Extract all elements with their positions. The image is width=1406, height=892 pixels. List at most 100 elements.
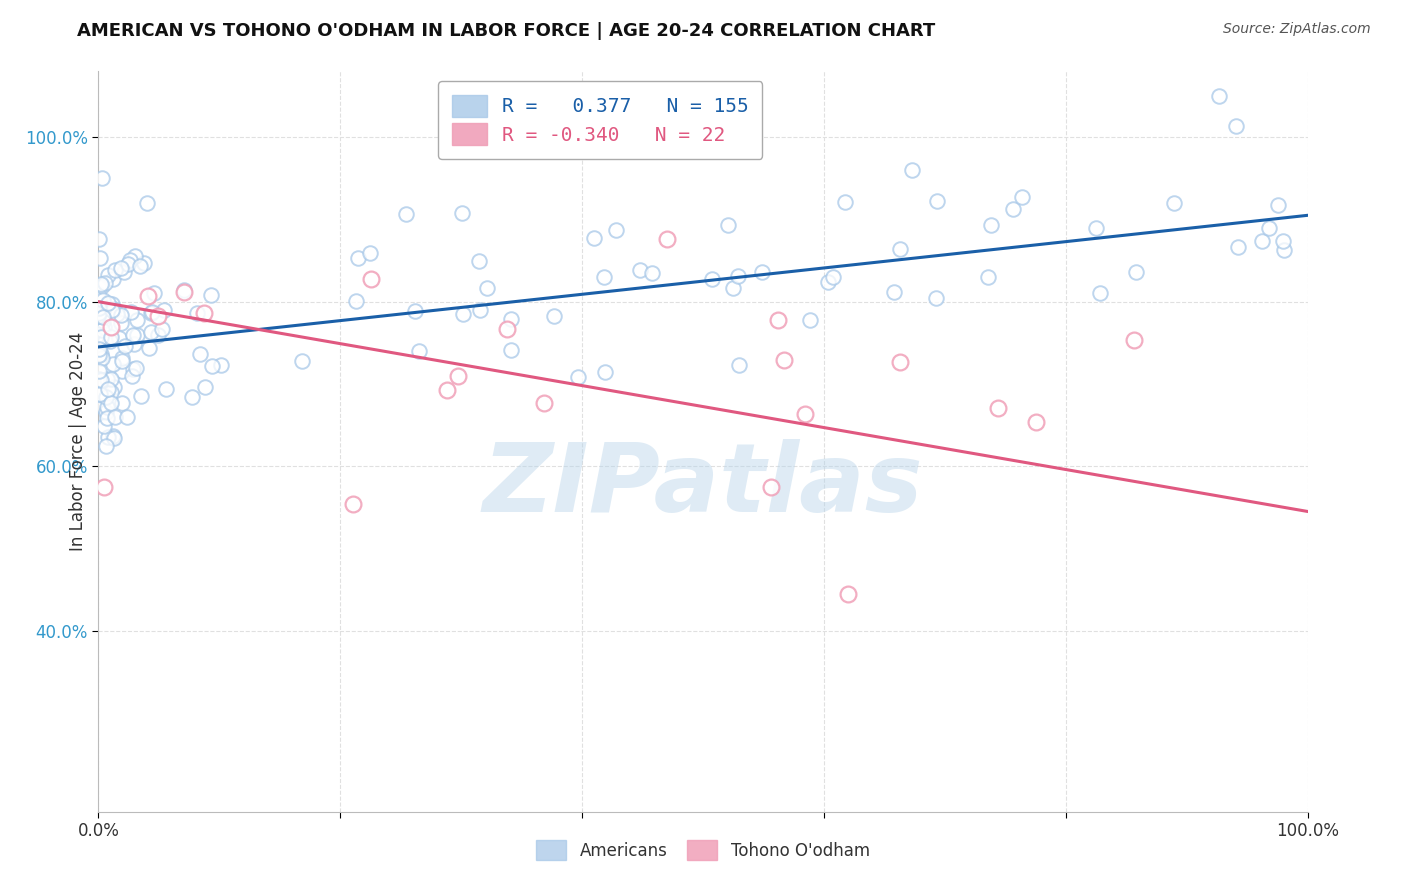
Point bbox=[533, 396, 555, 410]
Point bbox=[93, 320, 115, 334]
Point bbox=[94, 439, 117, 453]
Point bbox=[1001, 202, 1024, 216]
Point bbox=[100, 330, 122, 344]
Point bbox=[91, 293, 114, 307]
Point bbox=[291, 354, 314, 368]
Text: ZIPatlas: ZIPatlas bbox=[482, 440, 924, 533]
Point bbox=[468, 302, 491, 317]
Point bbox=[408, 344, 430, 359]
Y-axis label: In Labor Force | Age 20-24: In Labor Force | Age 20-24 bbox=[69, 332, 87, 551]
Point bbox=[91, 314, 114, 328]
Point bbox=[451, 307, 474, 321]
Point bbox=[150, 322, 173, 336]
Point bbox=[87, 305, 110, 319]
Point bbox=[146, 310, 169, 324]
Point bbox=[1090, 285, 1112, 300]
Point bbox=[101, 296, 124, 310]
Point bbox=[467, 253, 489, 268]
Point bbox=[101, 428, 124, 442]
Point bbox=[115, 410, 138, 425]
Point bbox=[1251, 234, 1274, 248]
Point bbox=[117, 257, 139, 271]
Point bbox=[186, 306, 208, 320]
Point bbox=[97, 268, 120, 282]
Point bbox=[501, 311, 523, 326]
Point bbox=[96, 401, 118, 415]
Point bbox=[1011, 190, 1033, 204]
Point bbox=[173, 285, 195, 299]
Point bbox=[360, 272, 382, 286]
Point bbox=[89, 388, 111, 402]
Point bbox=[657, 231, 679, 245]
Point bbox=[111, 351, 134, 365]
Point bbox=[89, 364, 111, 378]
Point bbox=[87, 292, 110, 306]
Point bbox=[90, 347, 112, 361]
Point bbox=[188, 347, 211, 361]
Point bbox=[595, 365, 617, 379]
Point bbox=[139, 306, 162, 320]
Point bbox=[96, 372, 118, 386]
Point bbox=[142, 286, 165, 301]
Point bbox=[1163, 195, 1185, 210]
Point bbox=[103, 302, 125, 317]
Point bbox=[110, 353, 132, 368]
Point bbox=[90, 278, 112, 293]
Point bbox=[153, 303, 176, 318]
Point bbox=[641, 266, 664, 280]
Point bbox=[98, 334, 121, 348]
Point bbox=[107, 331, 129, 345]
Point bbox=[447, 368, 470, 383]
Point bbox=[201, 359, 224, 374]
Point bbox=[87, 343, 110, 357]
Point bbox=[87, 372, 110, 386]
Point bbox=[1208, 89, 1230, 103]
Point bbox=[132, 256, 155, 270]
Point bbox=[628, 262, 651, 277]
Point bbox=[347, 251, 370, 265]
Point bbox=[766, 313, 789, 327]
Point bbox=[759, 479, 782, 493]
Point bbox=[110, 260, 132, 275]
Point bbox=[799, 313, 821, 327]
Point bbox=[103, 431, 125, 445]
Point bbox=[111, 395, 134, 409]
Point bbox=[93, 310, 115, 324]
Point bbox=[925, 194, 948, 208]
Point bbox=[436, 384, 458, 398]
Point bbox=[110, 308, 132, 322]
Point bbox=[1257, 220, 1279, 235]
Point bbox=[450, 206, 472, 220]
Point bbox=[543, 309, 565, 323]
Point bbox=[592, 270, 614, 285]
Point bbox=[110, 316, 132, 330]
Point bbox=[87, 301, 110, 315]
Point bbox=[104, 263, 127, 277]
Point bbox=[97, 382, 120, 396]
Point bbox=[87, 287, 110, 301]
Point bbox=[138, 289, 160, 303]
Point bbox=[1122, 334, 1144, 348]
Point bbox=[94, 334, 117, 348]
Point bbox=[793, 407, 815, 421]
Point bbox=[773, 352, 796, 367]
Point bbox=[700, 272, 723, 286]
Point bbox=[90, 399, 112, 413]
Point bbox=[925, 291, 948, 305]
Point bbox=[97, 296, 120, 310]
Point bbox=[94, 390, 117, 404]
Point bbox=[93, 418, 115, 433]
Point bbox=[501, 343, 523, 358]
Point bbox=[138, 341, 160, 355]
Point bbox=[1025, 415, 1047, 429]
Point bbox=[817, 275, 839, 289]
Point bbox=[124, 249, 146, 263]
Point bbox=[404, 303, 426, 318]
Point bbox=[94, 276, 117, 290]
Point bbox=[87, 387, 110, 401]
Point bbox=[91, 323, 114, 337]
Point bbox=[100, 395, 122, 409]
Point bbox=[87, 326, 110, 341]
Point bbox=[194, 380, 217, 394]
Point bbox=[987, 401, 1010, 416]
